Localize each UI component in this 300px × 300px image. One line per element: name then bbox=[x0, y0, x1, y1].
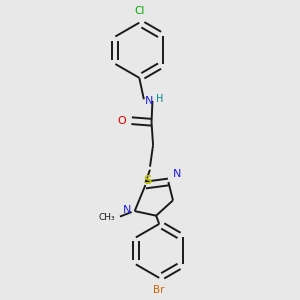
Text: O: O bbox=[117, 116, 126, 126]
Text: Br: Br bbox=[153, 285, 165, 295]
Text: N: N bbox=[173, 169, 181, 179]
Text: N: N bbox=[123, 205, 131, 214]
Text: Cl: Cl bbox=[134, 6, 145, 16]
Text: S: S bbox=[143, 174, 152, 187]
Text: CH₃: CH₃ bbox=[99, 213, 116, 222]
Text: N: N bbox=[145, 96, 153, 106]
Text: H: H bbox=[156, 94, 164, 104]
